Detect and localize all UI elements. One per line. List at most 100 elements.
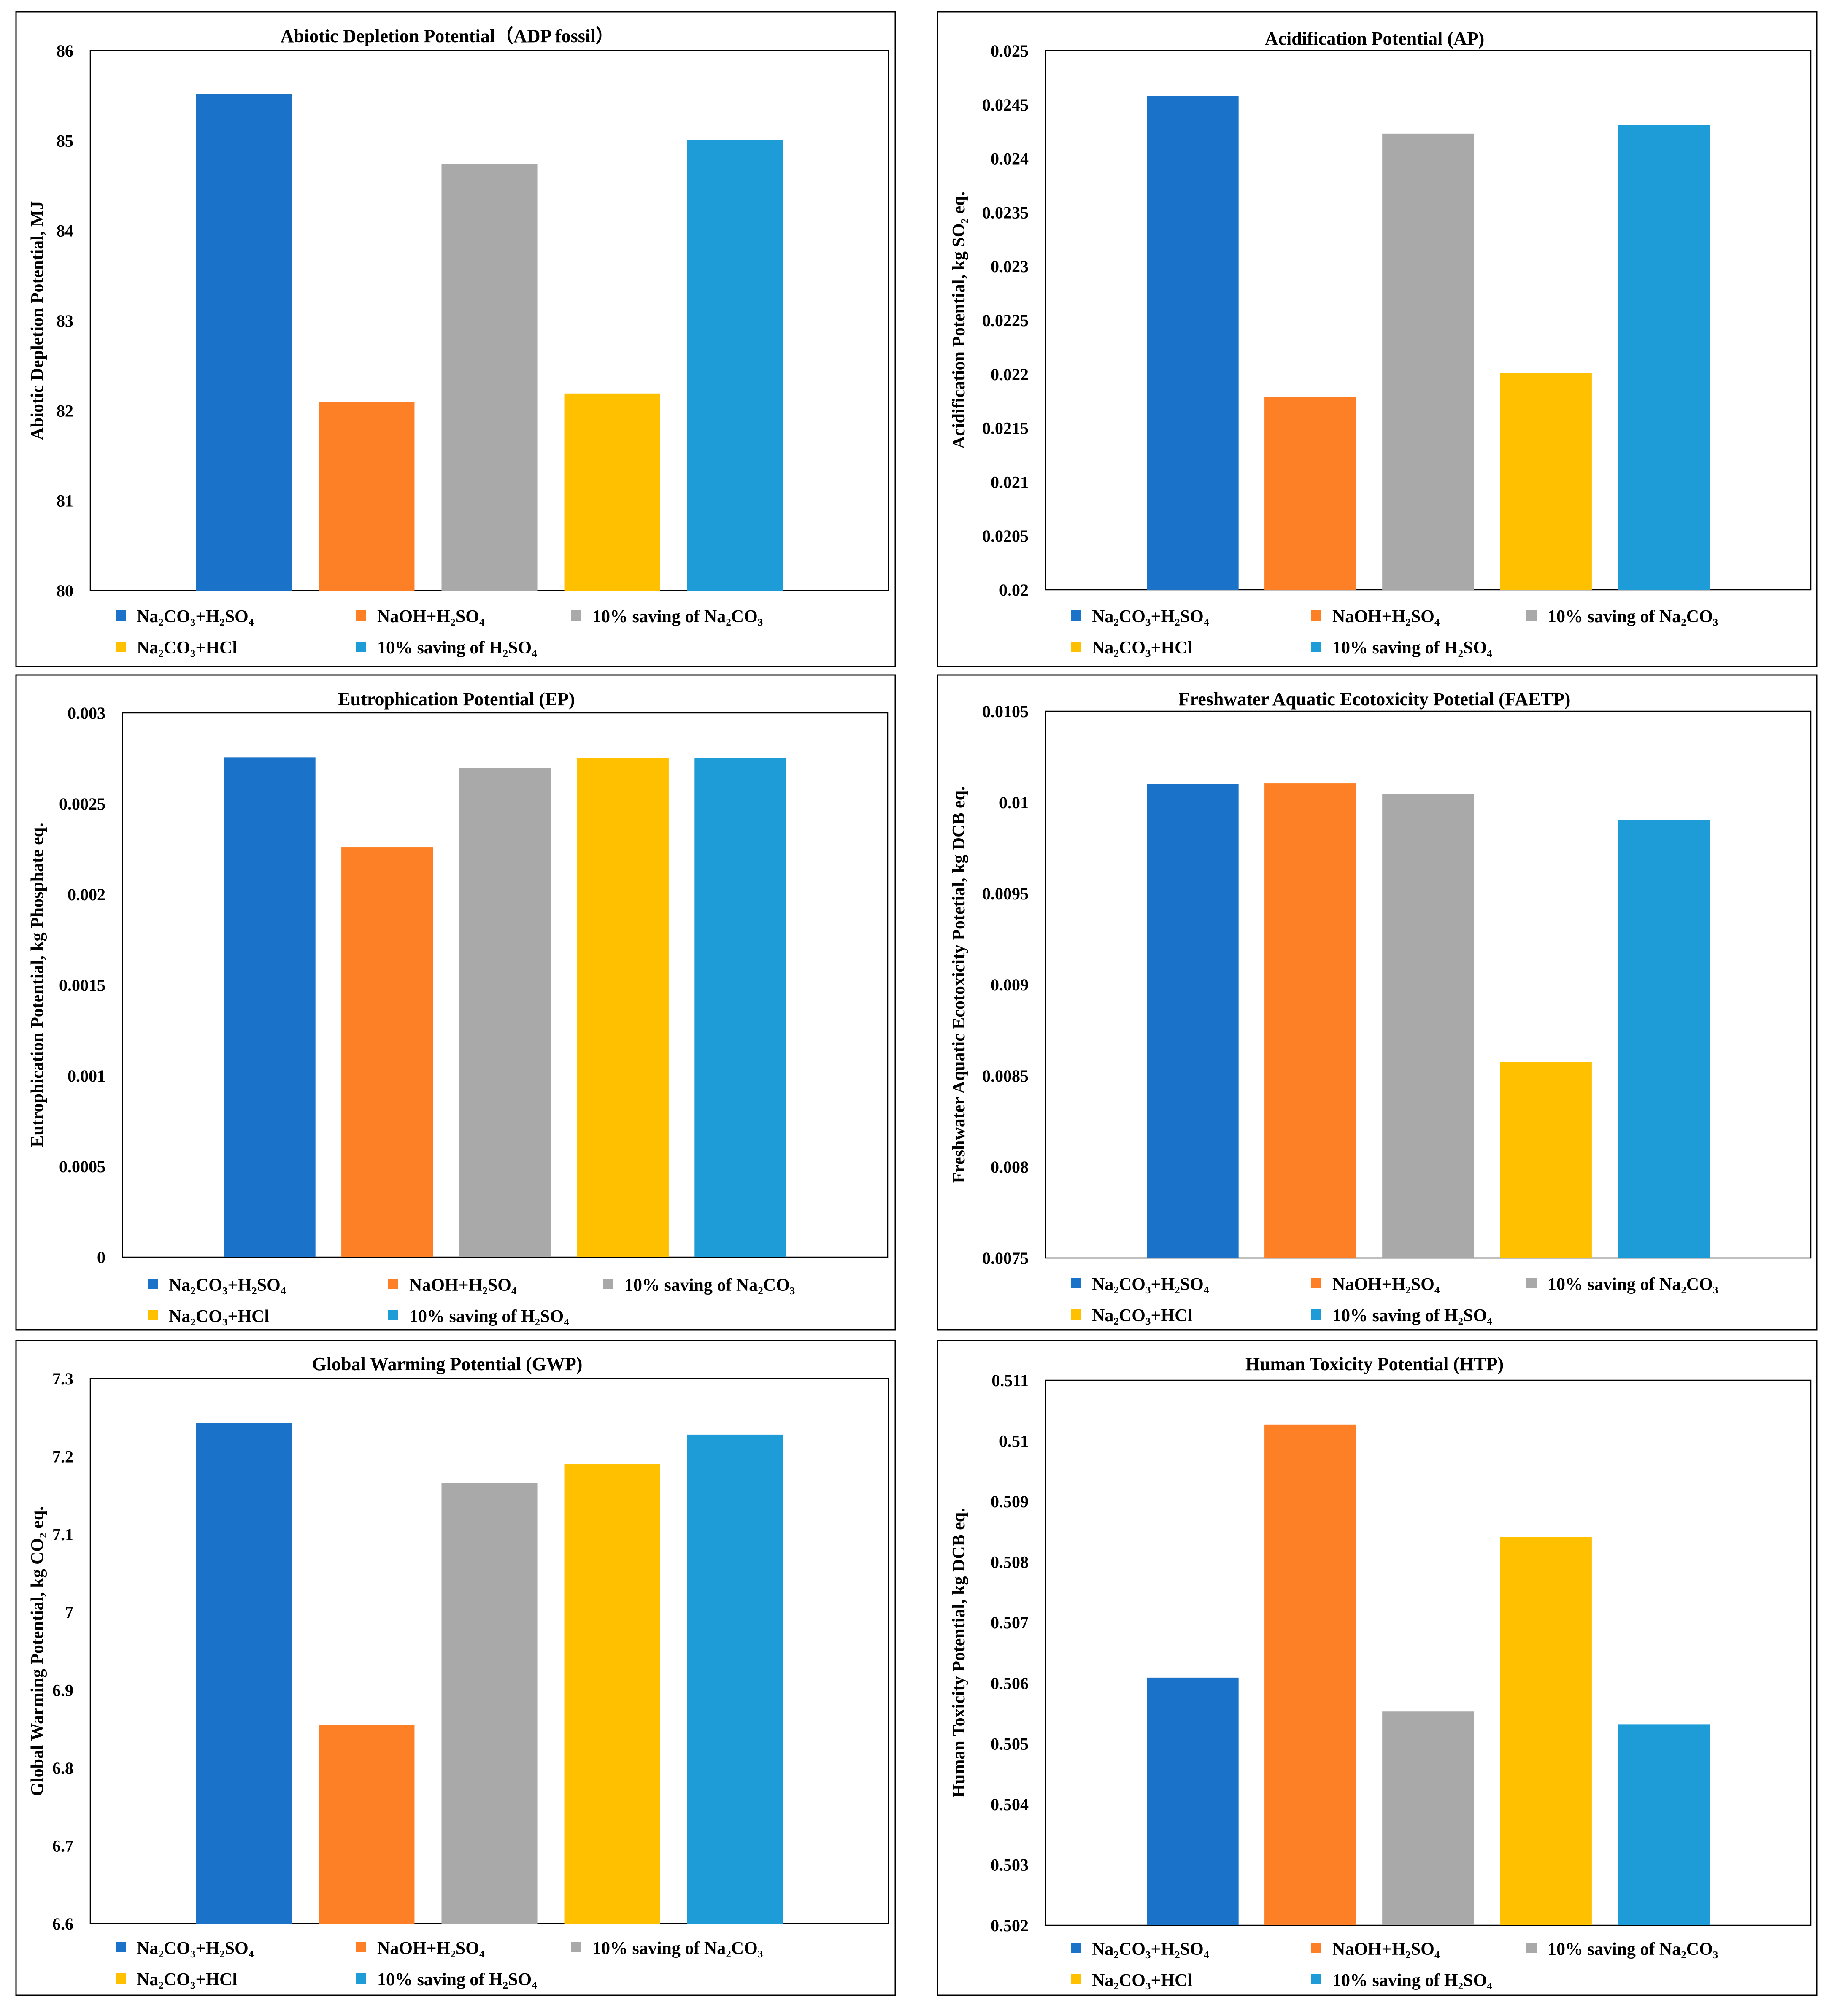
y-tick-label: 0.502 — [991, 1916, 1029, 1935]
bar-adp-1: Na₂CO₃+H₂SO₄: 85.52 — [196, 94, 292, 591]
legend-item: 10% saving of H₂SO₄ — [1311, 638, 1492, 658]
legend-item: 10% saving of H₂SO₄ — [356, 1970, 537, 1989]
y-tick-label: 83 — [57, 311, 73, 330]
y-tick-label: 0.003 — [68, 704, 105, 723]
legend-item: 10% saving of Na₂CO₃ — [1526, 1940, 1718, 1959]
bar-faetp-5: 10% saving of H₂SO₄: 0.009904 — [1618, 820, 1710, 1258]
y-tick-label: 0.008 — [991, 1158, 1029, 1177]
legend-item: 10% saving of Na₂CO₃ — [1526, 607, 1718, 626]
legend-label: NaOH+H₂SO₄ — [377, 607, 485, 626]
bar-ep-3: 10% saving of Na₂CO₃: 0.002697 — [459, 768, 551, 1257]
legend-swatch — [1071, 1278, 1081, 1288]
legend-label: Na₂CO₃+H₂SO₄ — [137, 1939, 254, 1958]
bar-ap-4: Na₂CO₃+HCl: 0.02201 — [1500, 373, 1592, 590]
legend-swatch — [356, 610, 366, 621]
y-tick-label: 0.0085 — [982, 1066, 1029, 1085]
legend-swatch — [116, 642, 126, 652]
bar-ep-2: NaOH+H₂SO₄: 0.002258 — [341, 847, 433, 1257]
legend-label: Na₂CO₃+HCl — [169, 1307, 269, 1326]
bar-adp-3: 10% saving of Na₂CO₃: 84.74 — [441, 164, 538, 591]
legend-swatch — [116, 610, 126, 621]
legend-item: 10% saving of H₂SO₄ — [1311, 1306, 1492, 1325]
bar-ep-1: Na₂CO₃+H₂SO₄: 0.002755 — [224, 757, 316, 1257]
y-tick-label: 0.0015 — [59, 976, 105, 995]
chart-panel-adp: Abiotic Depletion Potential（ADP fossil） A… — [15, 11, 896, 667]
legend-item: Na₂CO₃+HCl — [148, 1307, 269, 1326]
legend: Na₂CO₃+H₂SO₄ NaOH+H₂SO₄ 10% saving of Na₂C… — [116, 607, 763, 658]
y-tick-label: 0.023 — [991, 257, 1029, 276]
legend-swatch — [603, 1279, 613, 1289]
bar-ep-5: 10% saving of H₂SO₄: 0.002752 — [694, 758, 786, 1257]
chart-title: Global Warming Potential (GWP) — [312, 1354, 583, 1374]
y-tick-label: 81 — [57, 491, 73, 510]
legend-label: NaOH+H₂SO₄ — [409, 1276, 517, 1295]
y-tick-label: 80 — [57, 581, 73, 600]
legend-swatch — [1311, 642, 1321, 652]
legend-label: Na₂CO₃+H₂SO₄ — [137, 607, 254, 626]
y-tick-label: 0.511 — [991, 1371, 1029, 1390]
legend-swatch — [1311, 1974, 1321, 1984]
legend-label: 10% saving of H₂SO₄ — [1332, 1306, 1492, 1325]
y-tick-label: 0.0235 — [982, 203, 1029, 222]
legend-item: Na₂CO₃+HCl — [116, 638, 237, 658]
bar-gwp-2: NaOH+H₂SO₄: 6.855 — [319, 1725, 415, 1924]
y-tick-label: 7.3 — [52, 1369, 73, 1388]
legend-item: NaOH+H₂SO₄ — [388, 1276, 517, 1295]
legend-item: 10% saving of Na₂CO₃ — [571, 1939, 763, 1958]
legend-item: 10% saving of H₂SO₄ — [1311, 1971, 1492, 1990]
bar-htp-2: NaOH+H₂SO₄: 0.51027 — [1264, 1424, 1356, 1925]
y-tick-label: 86 — [57, 41, 73, 60]
chart-title: Freshwater Aquatic Ecotoxicity Potetial … — [1179, 689, 1571, 710]
y-tick-label: 0 — [97, 1248, 105, 1267]
legend-item: Na₂CO₃+HCl — [1071, 1306, 1192, 1325]
legend-item: Na₂CO₃+H₂SO₄ — [116, 607, 254, 626]
bar-gwp-3: 10% saving of Na₂CO₃: 7.166 — [441, 1483, 538, 1924]
legend-swatch — [1526, 1278, 1537, 1288]
y-tick-label: 0.504 — [991, 1795, 1029, 1814]
y-axis-label: Human Toxicity Potential, kg DCB eq. — [949, 1508, 969, 1797]
legend-item: NaOH+H₂SO₄ — [356, 1939, 485, 1958]
legend-label: Na₂CO₃+HCl — [1092, 638, 1192, 658]
panel-frame — [937, 11, 1818, 667]
legend-label: 10% saving of Na₂CO₃ — [1548, 1275, 1718, 1294]
y-tick-label: 0.0025 — [59, 794, 105, 813]
legend-label: Na₂CO₃+H₂SO₄ — [169, 1276, 286, 1295]
legend-label: 10% saving of Na₂CO₃ — [592, 607, 763, 626]
chart-title: Human Toxicity Potential (HTP) — [1245, 1354, 1504, 1374]
bar-faetp-1: Na₂CO₃+H₂SO₄: 0.0101 — [1147, 784, 1239, 1258]
y-tick-label: 0.022 — [991, 365, 1029, 384]
y-tick-label: 0.508 — [991, 1553, 1029, 1572]
bar-gwp-5: 10% saving of H₂SO₄: 7.228 — [687, 1434, 783, 1924]
y-axis-label: Freshwater Aquatic Ecotoxicity Potetial,… — [949, 786, 969, 1183]
panel-frame — [15, 11, 896, 667]
y-tick-label: 0.509 — [991, 1492, 1029, 1511]
bar-htp-3: 10% saving of Na₂CO₃: 0.50553 — [1382, 1711, 1474, 1925]
legend-item: Na₂CO₃+HCl — [1071, 638, 1192, 658]
legend-label: 10% saving of H₂SO₄ — [377, 1970, 537, 1989]
legend-item: Na₂CO₃+H₂SO₄ — [148, 1276, 286, 1295]
y-tick-label: 6.6 — [52, 1914, 73, 1933]
bar-faetp-2: NaOH+H₂SO₄: 0.010104 — [1264, 783, 1356, 1258]
y-tick-label: 0.0005 — [59, 1157, 105, 1176]
legend-label: 10% saving of Na₂CO₃ — [624, 1276, 795, 1295]
legend-label: NaOH+H₂SO₄ — [1332, 1275, 1440, 1294]
legend-item: NaOH+H₂SO₄ — [356, 607, 485, 626]
y-tick-label: 0.0225 — [982, 311, 1029, 330]
legend-swatch — [1071, 1943, 1081, 1953]
y-tick-label: 0.505 — [991, 1734, 1029, 1753]
legend-item: 10% saving of H₂SO₄ — [388, 1307, 569, 1326]
legend-label: 10% saving of H₂SO₄ — [1332, 638, 1492, 658]
legend-item: NaOH+H₂SO₄ — [1311, 607, 1440, 626]
legend-swatch — [1071, 1974, 1081, 1984]
legend-swatch — [1071, 1309, 1081, 1320]
bar-gwp-1: Na₂CO₃+H₂SO₄: 7.243 — [196, 1423, 292, 1924]
legend-label: Na₂CO₃+HCl — [137, 1970, 237, 1989]
legend-label: 10% saving of H₂SO₄ — [409, 1307, 569, 1326]
y-tick-label: 6.9 — [52, 1681, 73, 1700]
chart-panel-ap: Acidification Potential (AP) Acidificatio… — [937, 11, 1818, 667]
bar-faetp-3: 10% saving of Na₂CO₃: 0.010046 — [1382, 794, 1474, 1258]
chart-panel-gwp: Global Warming Potential (GWP) Global War… — [15, 1340, 896, 1996]
bar-ap-2: NaOH+H₂SO₄: 0.02179 — [1264, 397, 1356, 590]
legend: Na₂CO₃+H₂SO₄ NaOH+H₂SO₄ 10% saving of Na₂C… — [1071, 1275, 1718, 1325]
